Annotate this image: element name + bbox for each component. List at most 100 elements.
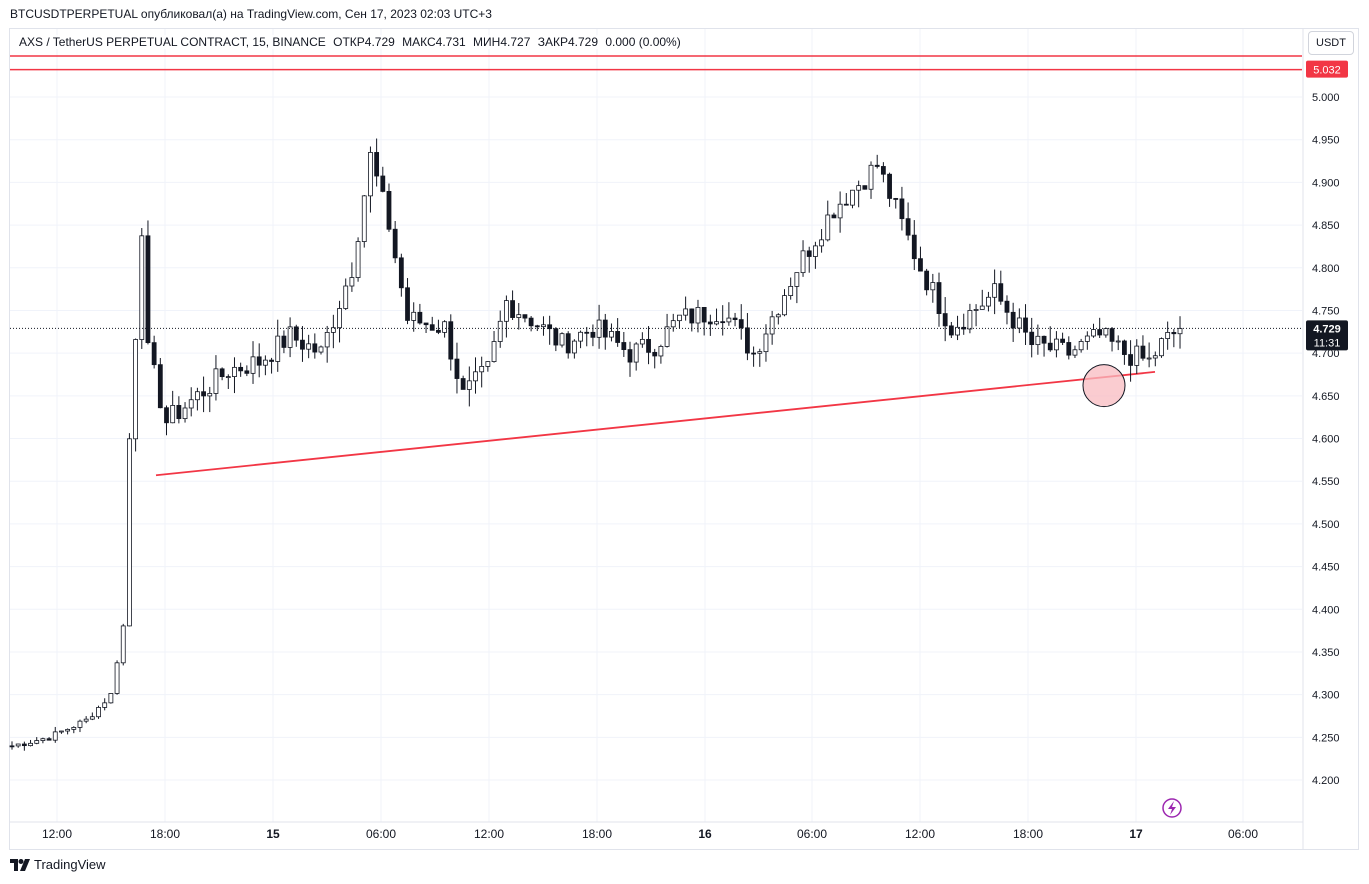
candle-body — [528, 317, 534, 327]
candle-body — [65, 728, 71, 732]
candle-body — [120, 625, 126, 664]
candle — [874, 154, 880, 169]
candle-body — [21, 743, 27, 747]
candle — [788, 277, 794, 300]
candle-body — [1097, 329, 1103, 336]
candle — [28, 739, 33, 747]
candle — [825, 200, 831, 242]
price-tick-label: 4.500 — [1312, 519, 1340, 531]
level-price-badge: 5.032 — [1306, 60, 1348, 78]
candle — [924, 268, 930, 296]
candle — [170, 390, 176, 424]
candle — [1140, 335, 1146, 361]
time-tick-label: 17 — [1129, 827, 1143, 841]
candle-body — [707, 321, 713, 325]
candle — [176, 396, 182, 424]
chart-frame[interactable] — [9, 28, 1359, 850]
ohlc-close: ЗАКР4.729 — [537, 35, 598, 49]
symbol-title[interactable]: AXS / TetherUS PERPETUAL CONTRACT, 15, B… — [19, 35, 326, 49]
drawings-layer — [10, 55, 1302, 477]
candle-body — [460, 378, 466, 390]
candle — [998, 270, 1004, 305]
candle — [905, 202, 911, 241]
overlay-layer — [10, 327, 1302, 408]
candle-body — [213, 368, 219, 394]
candle-body — [256, 356, 262, 366]
candle — [1060, 332, 1065, 346]
candle-body — [893, 198, 899, 200]
candle-body — [15, 743, 21, 747]
candle — [479, 356, 485, 388]
time-tick-label: 06:00 — [366, 827, 396, 841]
candle-body — [1010, 311, 1016, 329]
time-tick-label: 12:00 — [42, 827, 72, 841]
published-caption: BTCUSDTPERPETUAL опубликовал(а) на Tradi… — [10, 7, 492, 21]
candle — [689, 308, 695, 332]
candle-body — [1109, 328, 1115, 342]
candle-body — [856, 185, 862, 191]
candle — [936, 272, 942, 327]
candle — [522, 314, 528, 323]
candle — [40, 737, 46, 744]
ohlc-open: ОТКР4.729 — [333, 35, 395, 49]
candle-body — [108, 693, 114, 704]
candle — [473, 357, 478, 394]
candle-body — [133, 339, 139, 440]
candle — [695, 299, 701, 333]
candle — [466, 366, 472, 407]
candle — [930, 273, 936, 303]
candle — [769, 310, 775, 345]
candle-body — [584, 331, 590, 334]
candle-body — [522, 314, 528, 319]
candle — [454, 342, 460, 394]
time-tick-label: 15 — [266, 827, 280, 841]
bar-countdown-label: 11:31 — [1314, 337, 1341, 349]
candle — [763, 324, 769, 362]
time-tick-label: 16 — [698, 827, 712, 841]
time-tick-label: 06:00 — [797, 827, 827, 841]
candle-body — [343, 285, 349, 309]
alert-lightning-icon[interactable] — [1162, 798, 1182, 818]
candle — [250, 341, 256, 384]
candle — [318, 345, 324, 355]
candle — [1152, 351, 1158, 367]
candle-body — [1060, 338, 1065, 343]
candle-body — [683, 308, 689, 316]
candle — [127, 433, 132, 627]
candle-body — [225, 376, 231, 378]
price-tick-label: 5.000 — [1312, 92, 1340, 104]
candle — [256, 343, 262, 378]
candle-body — [936, 282, 942, 314]
candle — [46, 737, 52, 741]
candle — [510, 290, 515, 320]
candle-body — [639, 338, 645, 345]
candle-body — [961, 326, 967, 330]
candle-body — [1041, 335, 1047, 344]
candle — [262, 355, 268, 376]
candle-body — [436, 329, 441, 333]
candle — [800, 240, 806, 277]
candle — [670, 313, 676, 332]
candle — [52, 726, 58, 743]
candle-body — [732, 317, 738, 321]
candle-body — [269, 359, 274, 362]
price-tick-label: 4.800 — [1312, 263, 1340, 275]
candle — [300, 326, 305, 362]
candle — [757, 348, 763, 367]
price-tick-label: 4.950 — [1312, 135, 1340, 147]
candle — [683, 296, 689, 321]
candle-body — [559, 333, 565, 346]
candle-body — [516, 314, 522, 318]
candle-body — [911, 234, 917, 260]
tradingview-logo[interactable]: TradingView — [10, 857, 106, 872]
candle — [312, 333, 318, 359]
candle-body — [281, 335, 287, 348]
currency-button[interactable]: USDT — [1308, 31, 1354, 55]
candle — [850, 189, 855, 209]
candle-body — [868, 164, 874, 190]
candle — [609, 323, 614, 342]
candle — [355, 237, 361, 282]
candle-body — [918, 258, 923, 272]
candle — [1004, 295, 1010, 325]
